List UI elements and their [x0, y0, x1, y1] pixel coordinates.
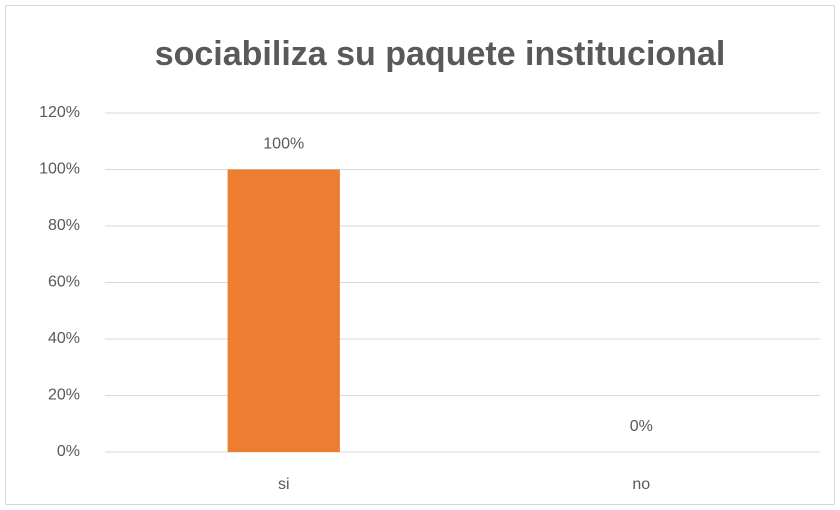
y-tick-label: 60% — [48, 274, 80, 291]
x-tick-label: no — [632, 476, 650, 493]
y-tick-label: 80% — [48, 217, 80, 234]
y-tick-label: 120% — [39, 104, 80, 121]
y-tick-label: 20% — [48, 387, 80, 404]
value-label: 100% — [263, 136, 304, 153]
chart-title: sociabiliza su paquete institucional — [155, 35, 726, 73]
chart-border — [5, 5, 835, 505]
x-tick-label: si — [278, 476, 290, 493]
y-tick-label: 100% — [39, 161, 80, 178]
value-label: 0% — [630, 418, 653, 435]
y-tick-label: 40% — [48, 330, 80, 347]
bar — [227, 169, 340, 452]
y-tick-label: 0% — [57, 443, 80, 460]
